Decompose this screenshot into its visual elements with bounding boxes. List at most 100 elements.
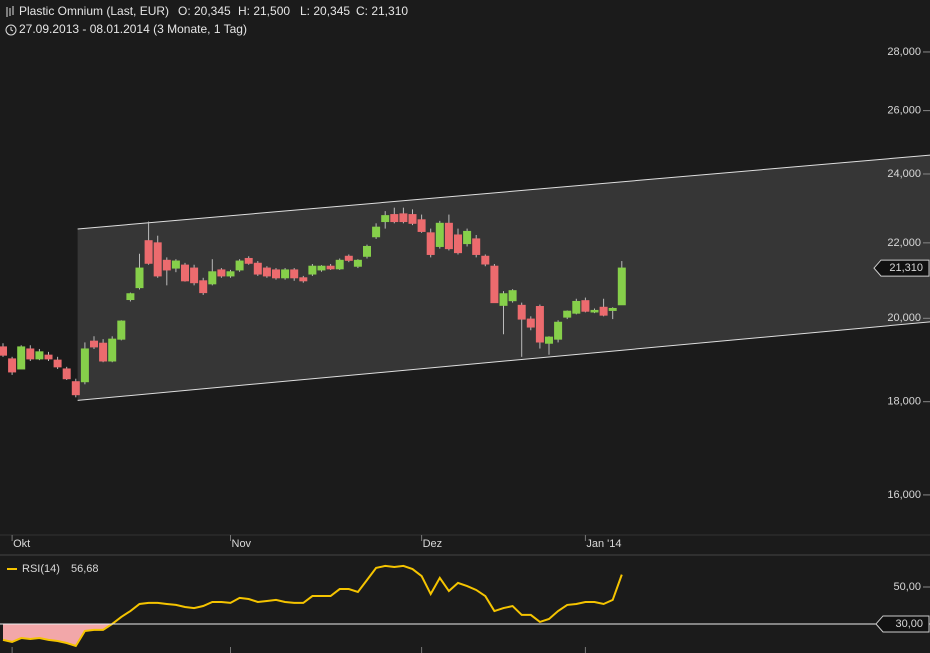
last-price-label: 21,310	[889, 262, 923, 274]
candle-body	[26, 348, 35, 360]
candle-body	[472, 238, 481, 255]
candle-body	[35, 351, 44, 360]
y-tick-label: 28,000	[887, 46, 921, 58]
candle-body	[262, 267, 271, 277]
candle-body	[290, 269, 299, 279]
candle-body	[499, 293, 508, 306]
candle-body	[508, 290, 517, 302]
candle-body	[526, 318, 535, 328]
candle-body	[44, 354, 53, 360]
candle-body	[417, 219, 426, 232]
candle-body	[308, 265, 317, 275]
candle-body	[426, 232, 435, 255]
y-tick-label: 20,000	[887, 312, 921, 324]
y-tick-label: 22,000	[887, 237, 921, 249]
legend-value: 56,68	[71, 563, 99, 575]
candle-body	[208, 271, 217, 285]
candle-body	[53, 359, 62, 368]
candle-body	[399, 213, 408, 223]
candle-body	[599, 306, 608, 316]
rsi-line	[2, 564, 623, 648]
quote-high: H: 21,500	[238, 4, 290, 18]
candle-body	[8, 358, 17, 373]
candle-body	[444, 222, 453, 250]
x-tick-label: Okt	[13, 538, 30, 550]
y-tick-label: 18,000	[887, 396, 921, 408]
y-tick-label: 24,000	[887, 168, 921, 180]
candle-body	[80, 348, 89, 383]
candle-body	[435, 222, 444, 247]
candle-body	[490, 265, 499, 304]
candle-body	[244, 257, 253, 264]
candle-body	[272, 269, 280, 279]
candle-body	[162, 259, 171, 271]
candle-body	[372, 226, 381, 238]
candle-body	[181, 264, 189, 282]
candle-body	[617, 267, 626, 306]
channel-lower	[77, 321, 930, 401]
candle-body	[0, 346, 7, 356]
candle-body	[71, 381, 80, 396]
legend-label: RSI(14)	[22, 563, 60, 575]
candle-body	[335, 259, 344, 270]
trend-channel	[77, 155, 930, 401]
candle-body	[390, 214, 399, 223]
candle-body	[481, 255, 490, 265]
x-tick-label: Dez	[423, 538, 443, 550]
quote-open: O: 20,345	[178, 4, 231, 18]
y-tick-label: 50,00	[893, 581, 921, 593]
level-tag	[875, 615, 930, 633]
candle-body	[563, 310, 572, 318]
candle-body	[554, 321, 563, 340]
candle-body	[135, 267, 144, 289]
candle-body	[608, 307, 617, 311]
candle-body	[326, 265, 335, 270]
candle-body	[144, 240, 153, 264]
candle-body	[572, 300, 581, 314]
candle-body	[463, 230, 472, 245]
candle-body	[199, 280, 208, 294]
candle-body	[171, 260, 180, 269]
candle-body	[545, 336, 553, 344]
candle-body	[190, 267, 199, 284]
last-price-tag	[873, 259, 930, 277]
clock-icon	[5, 24, 17, 36]
quote-close: C: 21,310	[356, 4, 408, 18]
candle-body	[226, 271, 235, 277]
level-label: 30,00	[895, 618, 923, 630]
candle-body	[317, 265, 326, 271]
candle-body	[381, 215, 390, 223]
x-tick-label: Nov	[232, 538, 252, 550]
y-tick-label: 26,000	[887, 105, 921, 117]
candle-body	[117, 320, 126, 340]
candle-body	[590, 309, 599, 313]
x-tick-label: Jan '14	[586, 538, 621, 550]
candle-body	[217, 269, 226, 277]
candle-body	[363, 245, 371, 257]
instrument-title: Plastic Omnium (Last, EUR)	[19, 4, 169, 18]
candle-body	[90, 340, 98, 348]
date-range: 27.09.2013 - 08.01.2014 (3 Monate, 1 Tag…	[19, 22, 247, 36]
instrument-icon	[6, 6, 14, 17]
candle-body	[535, 306, 544, 343]
candle-body	[99, 342, 108, 362]
candle-body	[408, 214, 417, 224]
quote-low: L: 20,345	[300, 4, 350, 18]
candle-body	[108, 338, 117, 362]
candle-body	[235, 260, 244, 271]
candle-body	[299, 277, 308, 282]
candle-body	[253, 262, 262, 275]
candle-body	[62, 368, 71, 380]
candle-body	[454, 234, 462, 254]
y-tick-label: 16,000	[887, 489, 921, 501]
oversold-fill	[3, 623, 113, 646]
candle-body	[126, 293, 135, 301]
channel-upper	[77, 154, 930, 230]
candle-body	[581, 300, 590, 312]
candle-body	[517, 304, 526, 320]
candle-body	[153, 242, 162, 277]
candle-body	[17, 346, 26, 370]
candle-body	[281, 269, 290, 279]
